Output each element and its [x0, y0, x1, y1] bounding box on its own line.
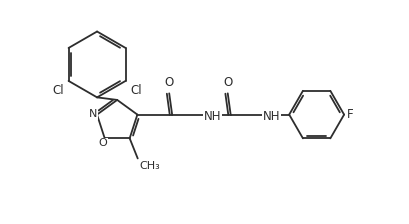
Text: O: O	[222, 76, 232, 89]
Text: CH₃: CH₃	[139, 161, 160, 171]
Text: O: O	[164, 76, 173, 89]
Text: N: N	[89, 109, 97, 119]
Text: NH: NH	[262, 110, 279, 123]
Text: Cl: Cl	[130, 84, 141, 97]
Text: Cl: Cl	[52, 84, 64, 97]
Text: O: O	[98, 138, 107, 149]
Text: NH: NH	[203, 110, 221, 123]
Text: F: F	[346, 108, 353, 121]
